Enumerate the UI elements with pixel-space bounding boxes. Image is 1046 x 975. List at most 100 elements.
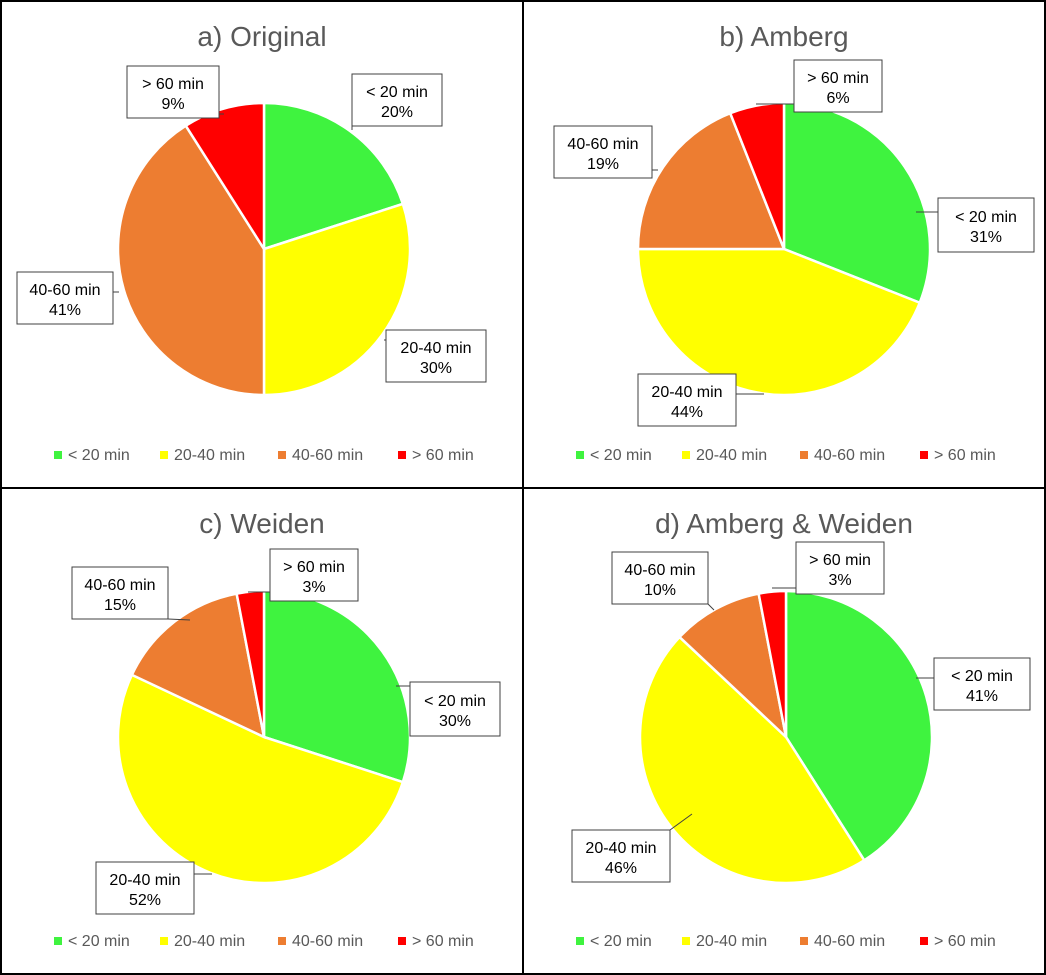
data-label-value: 44%: [671, 404, 703, 421]
data-label-value: 15%: [104, 597, 136, 614]
legend-item-gt-60: > 60 min: [398, 447, 474, 464]
legend-label: > 60 min: [412, 933, 474, 950]
chart-panel-weiden: c) Weiden < 20 min 30% 20-40 min 52% 40-60 mi…: [0, 487, 524, 975]
data-label-value: 3%: [828, 572, 851, 589]
data-label-value: 30%: [420, 360, 452, 377]
pie-slice-40-60: [130, 592, 266, 740]
data-label-category: 20-40 min: [400, 340, 471, 357]
legend-item-40-60: 40-60 min: [278, 933, 363, 950]
data-label-category: 40-60 min: [567, 136, 638, 153]
pie-slice-20-40: [638, 635, 866, 885]
data-label-20-40: 20-40 min 46%: [571, 813, 693, 883]
pie-slice-40-60: [677, 592, 788, 741]
data-label-category: < 20 min: [955, 209, 1017, 226]
legend-swatch: [54, 451, 62, 459]
legend-item-20-40: 20-40 min: [682, 447, 767, 464]
legend-swatch: [800, 451, 808, 459]
chart-title: a) Original: [197, 21, 326, 52]
data-label-category: < 20 min: [424, 693, 486, 710]
legend-swatch: [920, 937, 928, 945]
data-label-category: 40-60 min: [84, 577, 155, 594]
legend-swatch: [682, 937, 690, 945]
data-label-value: 20%: [381, 104, 413, 121]
data-label-category: < 20 min: [951, 668, 1013, 685]
pie-chart-svg: c) Weiden < 20 min 30% 20-40 min 52% 40-60 mi…: [54, 508, 501, 950]
legend-item-20-40: 20-40 min: [682, 933, 767, 950]
legend-item-lt-20: < 20 min: [576, 933, 652, 950]
data-label-lt-20: < 20 min 41%: [916, 657, 1031, 711]
legend-item-gt-60: > 60 min: [920, 933, 996, 950]
data-label-value: 31%: [970, 229, 1002, 246]
chart-panel-amberg-weiden: d) Amberg & Weiden < 20 min 41% 20-40 min 46…: [522, 487, 1046, 975]
data-label-gt-60: > 60 min 3%: [772, 541, 885, 595]
legend-item-gt-60: > 60 min: [920, 447, 996, 464]
data-label-20-40: 20-40 min 52%: [95, 861, 212, 915]
data-label-20-40: 20-40 min 44%: [637, 373, 764, 427]
legend-item-20-40: 20-40 min: [160, 447, 245, 464]
legend-label: 40-60 min: [292, 933, 363, 950]
legend-item-gt-60: > 60 min: [398, 933, 474, 950]
legend-label: 20-40 min: [696, 447, 767, 464]
legend-swatch: [398, 937, 406, 945]
data-label-lt-20: < 20 min 30%: [396, 681, 501, 737]
legend-swatch: [682, 451, 690, 459]
legend-swatch: [576, 937, 584, 945]
data-label-value: 41%: [49, 302, 81, 319]
data-label-category: 20-40 min: [651, 384, 722, 401]
data-label-40-60: 40-60 min 41%: [16, 271, 119, 325]
legend-item-lt-20: < 20 min: [54, 933, 130, 950]
data-label-value: 10%: [644, 582, 676, 599]
data-label-40-60: 40-60 min 15%: [71, 566, 191, 621]
legend-item-lt-20: < 20 min: [576, 447, 652, 464]
data-label-category: > 60 min: [283, 559, 345, 576]
legend-swatch: [278, 451, 286, 459]
data-label-category: > 60 min: [807, 70, 869, 87]
data-label-category: 20-40 min: [585, 840, 656, 857]
pie-slice-gt-60: [728, 101, 786, 250]
pie-chart-svg: b) Amberg < 20 min 31% 20-40 min 44% 40-60 mi…: [553, 21, 1035, 464]
pie-slice-lt-20: [262, 101, 405, 251]
legend-label: > 60 min: [934, 447, 996, 464]
data-label-value: 30%: [439, 713, 471, 730]
legend-swatch: [576, 451, 584, 459]
legend-item-40-60: 40-60 min: [278, 447, 363, 464]
pie-slice-gt-60: [757, 589, 788, 738]
data-label-value: 52%: [129, 892, 161, 909]
legend-label: 20-40 min: [174, 933, 245, 950]
data-label-20-40: 20-40 min 30%: [384, 329, 487, 383]
legend-label: 40-60 min: [814, 447, 885, 464]
legend-label: 20-40 min: [696, 933, 767, 950]
legend-label: < 20 min: [590, 933, 652, 950]
data-label-category: > 60 min: [142, 76, 204, 93]
data-label-value: 6%: [826, 90, 849, 107]
legend-label: 40-60 min: [814, 933, 885, 950]
legend-label: 40-60 min: [292, 447, 363, 464]
pie-slice-20-40: [116, 673, 405, 885]
legend-label: 20-40 min: [174, 447, 245, 464]
pie-slice-20-40: [262, 202, 412, 397]
data-label-value: 3%: [302, 579, 325, 596]
data-label-gt-60: > 60 min 6%: [756, 59, 883, 113]
data-label-lt-20: < 20 min 20%: [351, 73, 443, 130]
chart-title: d) Amberg & Weiden: [655, 508, 913, 539]
data-label-category: 40-60 min: [624, 562, 695, 579]
legend-swatch: [800, 937, 808, 945]
legend-label: < 20 min: [590, 447, 652, 464]
legend-swatch: [398, 451, 406, 459]
chart-title: c) Weiden: [199, 508, 325, 539]
chart-panel-original: a) Original < 20 min 20% 20-40 min 30% 40-60 …: [0, 0, 524, 489]
legend-item-40-60: 40-60 min: [800, 933, 885, 950]
legend-label: < 20 min: [68, 933, 130, 950]
legend-swatch: [160, 451, 168, 459]
data-label-gt-60: > 60 min 9%: [126, 65, 224, 119]
pie-chart-svg: a) Original < 20 min 20% 20-40 min 30% 40-60 …: [16, 21, 487, 464]
data-label-category: < 20 min: [366, 84, 428, 101]
data-label-lt-20: < 20 min 31%: [916, 197, 1035, 253]
legend-label: < 20 min: [68, 447, 130, 464]
data-label-category: > 60 min: [809, 552, 871, 569]
pie-slice-20-40: [636, 247, 922, 397]
data-label-category: 20-40 min: [109, 872, 180, 889]
legend-item-40-60: 40-60 min: [800, 447, 885, 464]
data-label-40-60: 40-60 min 10%: [611, 551, 715, 611]
chart-title: b) Amberg: [719, 21, 848, 52]
